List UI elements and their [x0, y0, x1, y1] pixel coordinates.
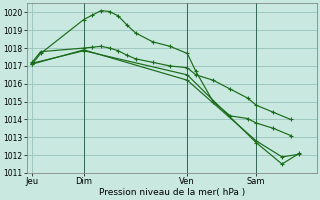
X-axis label: Pression niveau de la mer( hPa ): Pression niveau de la mer( hPa ) [99, 188, 245, 197]
